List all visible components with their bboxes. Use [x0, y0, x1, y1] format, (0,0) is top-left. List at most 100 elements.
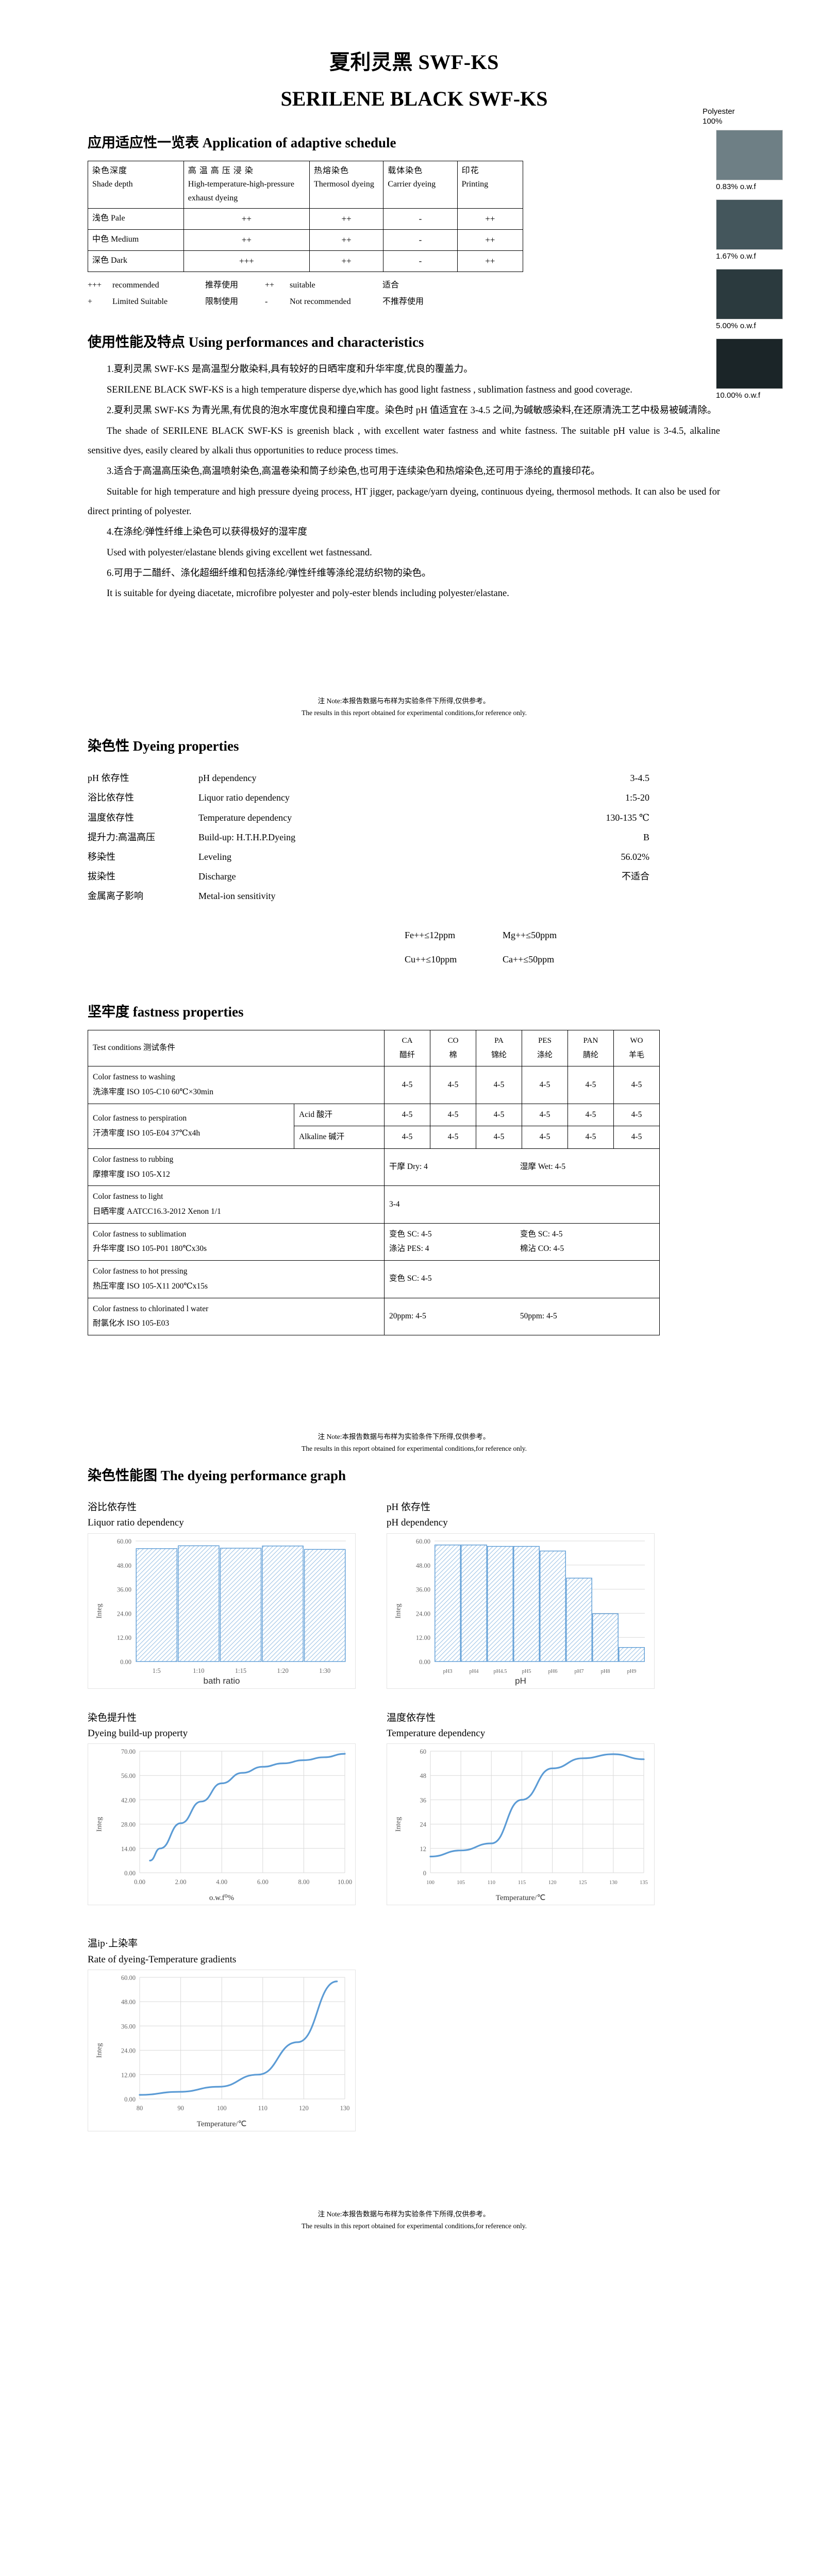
legend-en: recommended	[112, 281, 159, 290]
color-swatch	[716, 268, 783, 319]
svg-text:0.00: 0.00	[120, 1658, 131, 1666]
fastness-heading: 坚牢度 fastness properties	[88, 1004, 244, 1020]
column-header-test-conditions: Test conditions 测试条件	[88, 1029, 385, 1067]
property-row: 提升力:高温高压 Build-up: H.T.H.P.Dyeing B	[88, 827, 649, 847]
svg-text:42.00: 42.00	[121, 1797, 136, 1804]
note-cn: 注 Note:本报告数据与布样为实验条件下所得,仅供参考。	[318, 1432, 490, 1440]
legend-cn: 不推荐使用	[382, 297, 424, 307]
svg-text:90: 90	[177, 2105, 184, 2112]
column-header-shade-depth: 染色深度 Shade depth	[88, 160, 184, 209]
result-pes: 涤沾 PES: 4	[389, 1244, 429, 1253]
cell-value: +++	[183, 250, 310, 273]
svg-text:24.00: 24.00	[416, 1610, 430, 1617]
property-label-en: Leveling	[198, 851, 231, 862]
svg-text:14.00: 14.00	[121, 1845, 136, 1853]
cell-result: 3-4	[384, 1185, 660, 1224]
chart-buildup: 染色提升性 Dyeing build-up property 0.00 14.00…	[88, 1710, 356, 1906]
cell-value: -	[383, 229, 458, 251]
performance-paragraph: It is suitable for dyeing diacetate, mic…	[107, 588, 509, 599]
y-axis-title: Integ	[394, 1603, 403, 1618]
cell-value: 4-5	[476, 1126, 522, 1149]
swatch-label: 10.00% o.w.f	[716, 391, 760, 400]
cell-value: ++	[309, 250, 384, 273]
svg-text:100: 100	[217, 2105, 227, 2112]
swatch-substrate-percent: 100%	[703, 116, 723, 126]
ion-value: Mg++≤50ppm	[503, 930, 557, 941]
metal-ion-limits: Fe++≤12ppm Mg++≤50ppm Cu++≤10ppm Ca++≤50…	[88, 923, 720, 972]
ion-value: Cu++≤10ppm	[405, 954, 457, 965]
svg-text:110: 110	[258, 2105, 268, 2112]
cell-value: ++	[309, 208, 384, 230]
property-row: 浴比依存性 Liquor ratio dependency 1:5-20	[88, 788, 649, 807]
svg-text:pH4.5: pH4.5	[494, 1669, 507, 1674]
cell-value: 4-5	[430, 1103, 476, 1127]
svg-text:10.00: 10.00	[338, 1878, 352, 1886]
svg-text:24.00: 24.00	[117, 1610, 131, 1617]
svg-text:pH5: pH5	[522, 1669, 531, 1674]
legend-en: suitable	[290, 281, 315, 290]
svg-text:8.00: 8.00	[298, 1878, 309, 1886]
chart-ph: pH 依存性 pH dependency 0.00 12.00 24.00 36.00…	[387, 1500, 655, 1689]
note-en: The results in this report obtained for …	[302, 2222, 527, 2230]
x-axis-title: bath ratio	[203, 1675, 240, 1686]
table-row: Color fastness to hot pressing 热压牢度 ISO …	[88, 1260, 660, 1298]
table-row: Color fastness to perspiration 汗渍牢度 ISO …	[88, 1103, 660, 1149]
cell-value: 4-5	[567, 1066, 614, 1104]
line-chart-svg: 0 12 24 36 48 60 100 105 110 115 120 125 130 135	[420, 1748, 648, 1886]
disclaimer-note: 注 Note:本报告数据与布样为实验条件下所得,仅供参考。 The result…	[88, 1431, 720, 1455]
svg-text:2.00: 2.00	[175, 1878, 187, 1886]
svg-text:60.00: 60.00	[416, 1538, 430, 1545]
result-sc-right: 变色 SC: 4-5	[520, 1229, 563, 1239]
color-swatch	[716, 338, 783, 389]
svg-text:12.00: 12.00	[121, 2072, 136, 2079]
chart-caption: pH 依存性 pH dependency	[387, 1500, 655, 1531]
svg-text:12.00: 12.00	[117, 1634, 131, 1641]
column-header-htthp: 高 温 高 压 浸 染 High-temperature-high-pressu…	[183, 160, 310, 209]
svg-text:6.00: 6.00	[257, 1878, 269, 1886]
property-value: 不适合	[622, 871, 649, 882]
svg-text:4.00: 4.00	[216, 1878, 227, 1886]
legend-cn: 限制使用	[205, 297, 239, 307]
chart-title-en: Dyeing build-up property	[88, 1727, 188, 1739]
note-en: The results in this report obtained for …	[302, 1444, 527, 1452]
svg-text:36: 36	[420, 1797, 427, 1804]
x-axis-title: pH	[515, 1675, 526, 1686]
result-20ppm: 20ppm: 4-5	[389, 1311, 426, 1320]
column-header-printing: 印花 Printing	[457, 160, 524, 209]
row-label-rubbing: Color fastness to rubbing 摩擦牢度 ISO 105-X…	[88, 1148, 385, 1187]
svg-text:135: 135	[640, 1880, 648, 1886]
chart-title-en: Liquor ratio dependency	[88, 1517, 184, 1529]
svg-text:1:15: 1:15	[235, 1667, 246, 1674]
table-row: Alkaline 碱汗 4-5 4-5 4-5 4-5 4-5 4-5	[88, 1126, 660, 1149]
svg-text:0.00: 0.00	[124, 1870, 136, 1877]
disclaimer-note: 注 Note:本报告数据与布样为实验条件下所得,仅供参考。 The result…	[88, 2209, 720, 2263]
property-value: 56.02%	[621, 851, 650, 862]
svg-text:48.00: 48.00	[121, 1998, 136, 2006]
chart-plot-area: 0.00 12.00 24.00 36.00 48.00 60.00 pH3 pH4 pH4.…	[387, 1533, 655, 1689]
chart-row-3: 温ір·上染率 Rate of dyeing-Temperature gradi…	[88, 1936, 720, 2132]
svg-text:60: 60	[420, 1748, 427, 1755]
table-row: Color fastness to washing 洗涤牢度 ISO 105-C…	[88, 1066, 660, 1104]
disclaimer-note: 注 Note:本报告数据与布样为实验条件下所得,仅供参考。 The result…	[88, 696, 720, 719]
cell-value: 4-5	[384, 1066, 430, 1104]
bar-chart-svg: 0.00 12.00 24.00 36.00 48.00 60.00 pH3 pH4 pH4.…	[416, 1538, 645, 1674]
cell-value: ++	[457, 250, 524, 273]
chart-title-cn: 温度依存性	[387, 1712, 436, 1723]
table-row: Color fastness to chlorinated l water 耐氯…	[88, 1297, 660, 1335]
row-label-pale: 浅色 Pale	[88, 208, 184, 230]
chart-plot-area: 0.00 12.00 24.00 36.00 48.00 60.00 80 90 100 110…	[88, 1970, 356, 2132]
cell-value: -	[383, 250, 458, 273]
property-label-cn: 拔染性	[88, 871, 115, 882]
legend-key: -	[265, 297, 268, 307]
performance-heading: 使用性能及特点 Using performances and character…	[88, 334, 424, 350]
chart-title-en: Temperature dependency	[387, 1727, 486, 1739]
cell-value: ++	[309, 229, 384, 251]
performance-paragraph: 6.可用于二醋纤、涤化超细纤维和包括涤纶/弹性纤维等涤纶混纺织物的染色。	[107, 568, 431, 579]
application-table: 染色深度 Shade depth 高 温 高 压 浸 染 High-temper…	[88, 160, 524, 273]
application-heading: 应用适应性一览表 Application of adaptive schedul…	[88, 135, 396, 150]
column-header-carrier: 载体染色 Carrier dyeing	[383, 160, 458, 209]
svg-text:1:10: 1:10	[193, 1667, 204, 1674]
note-cn: 注 Note:本报告数据与布样为实验条件下所得,仅供参考。	[318, 2210, 490, 2218]
property-value: B	[643, 832, 649, 842]
svg-text:pH3: pH3	[443, 1669, 452, 1674]
